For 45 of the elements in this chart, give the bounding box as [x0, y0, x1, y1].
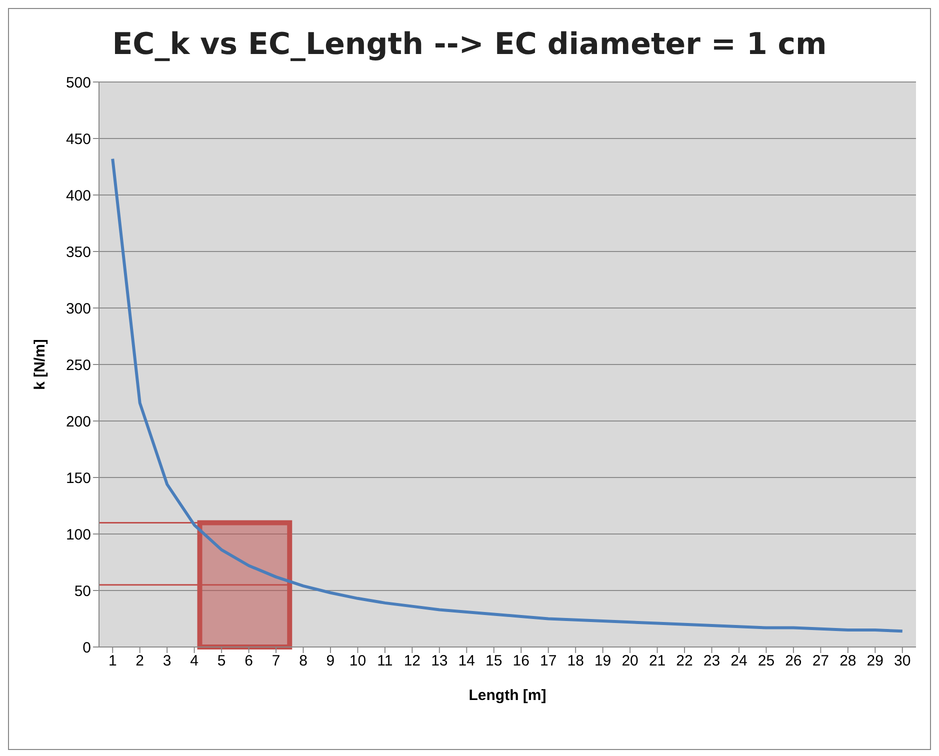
x-tick-label: 17	[540, 652, 557, 670]
x-tick-label: 6	[244, 652, 253, 670]
y-tick-label: 50	[74, 582, 91, 600]
y-tick-label: 450	[66, 130, 91, 148]
x-tick-label: 24	[730, 652, 748, 670]
x-tick-label: 28	[840, 652, 856, 670]
x-tick-label: 14	[458, 652, 475, 670]
x-tick-label: 13	[431, 652, 448, 670]
y-tick-label: 500	[66, 74, 91, 92]
x-tick-label: 12	[404, 652, 421, 670]
y-axis-title: k [N/m]	[31, 339, 48, 390]
x-tick-label: 27	[812, 652, 830, 670]
y-tick-label: 150	[66, 470, 91, 487]
y-tick-label: 350	[66, 244, 91, 261]
line-series	[111, 157, 904, 633]
x-tick-label: 3	[162, 652, 172, 670]
x-tick-label: 5	[217, 652, 226, 670]
x-tick-label: 30	[894, 652, 911, 670]
x-tick-label: 11	[377, 652, 393, 670]
x-tick-label: 25	[758, 652, 775, 670]
y-tick-label: 250	[66, 356, 91, 374]
y-tick-label: 300	[66, 300, 91, 318]
y-tick-label: 200	[66, 413, 91, 430]
x-tick-label: 15	[486, 652, 502, 670]
x-tick-label: 23	[703, 652, 720, 670]
x-tick-label: 26	[785, 652, 802, 670]
x-tick-label: 21	[648, 652, 666, 670]
x-tick-label: 22	[676, 652, 693, 670]
x-tick-label: 16	[512, 652, 530, 670]
y-tick-label: 400	[66, 187, 91, 204]
y-tick-label: 100	[66, 526, 91, 544]
x-tick-label: 18	[567, 652, 584, 670]
chart-title: EC_k vs EC_Length --> EC diameter = 1 cm	[111, 27, 828, 62]
x-tick-label: 9	[326, 652, 335, 670]
y-tick-label: 0	[82, 639, 91, 656]
x-tick-label: 7	[272, 652, 280, 670]
x-tick-label: 8	[299, 652, 308, 670]
x-axis-title: Length [m]	[468, 687, 546, 704]
x-tick-label: 20	[622, 652, 638, 670]
x-tick-label: 4	[190, 652, 198, 670]
x-tick-label: 19	[594, 652, 612, 670]
x-tick-label: 29	[866, 652, 884, 670]
x-tick-label: 1	[108, 652, 117, 670]
x-tick-label: 2	[136, 652, 144, 670]
x-tick-label: 10	[349, 652, 366, 670]
